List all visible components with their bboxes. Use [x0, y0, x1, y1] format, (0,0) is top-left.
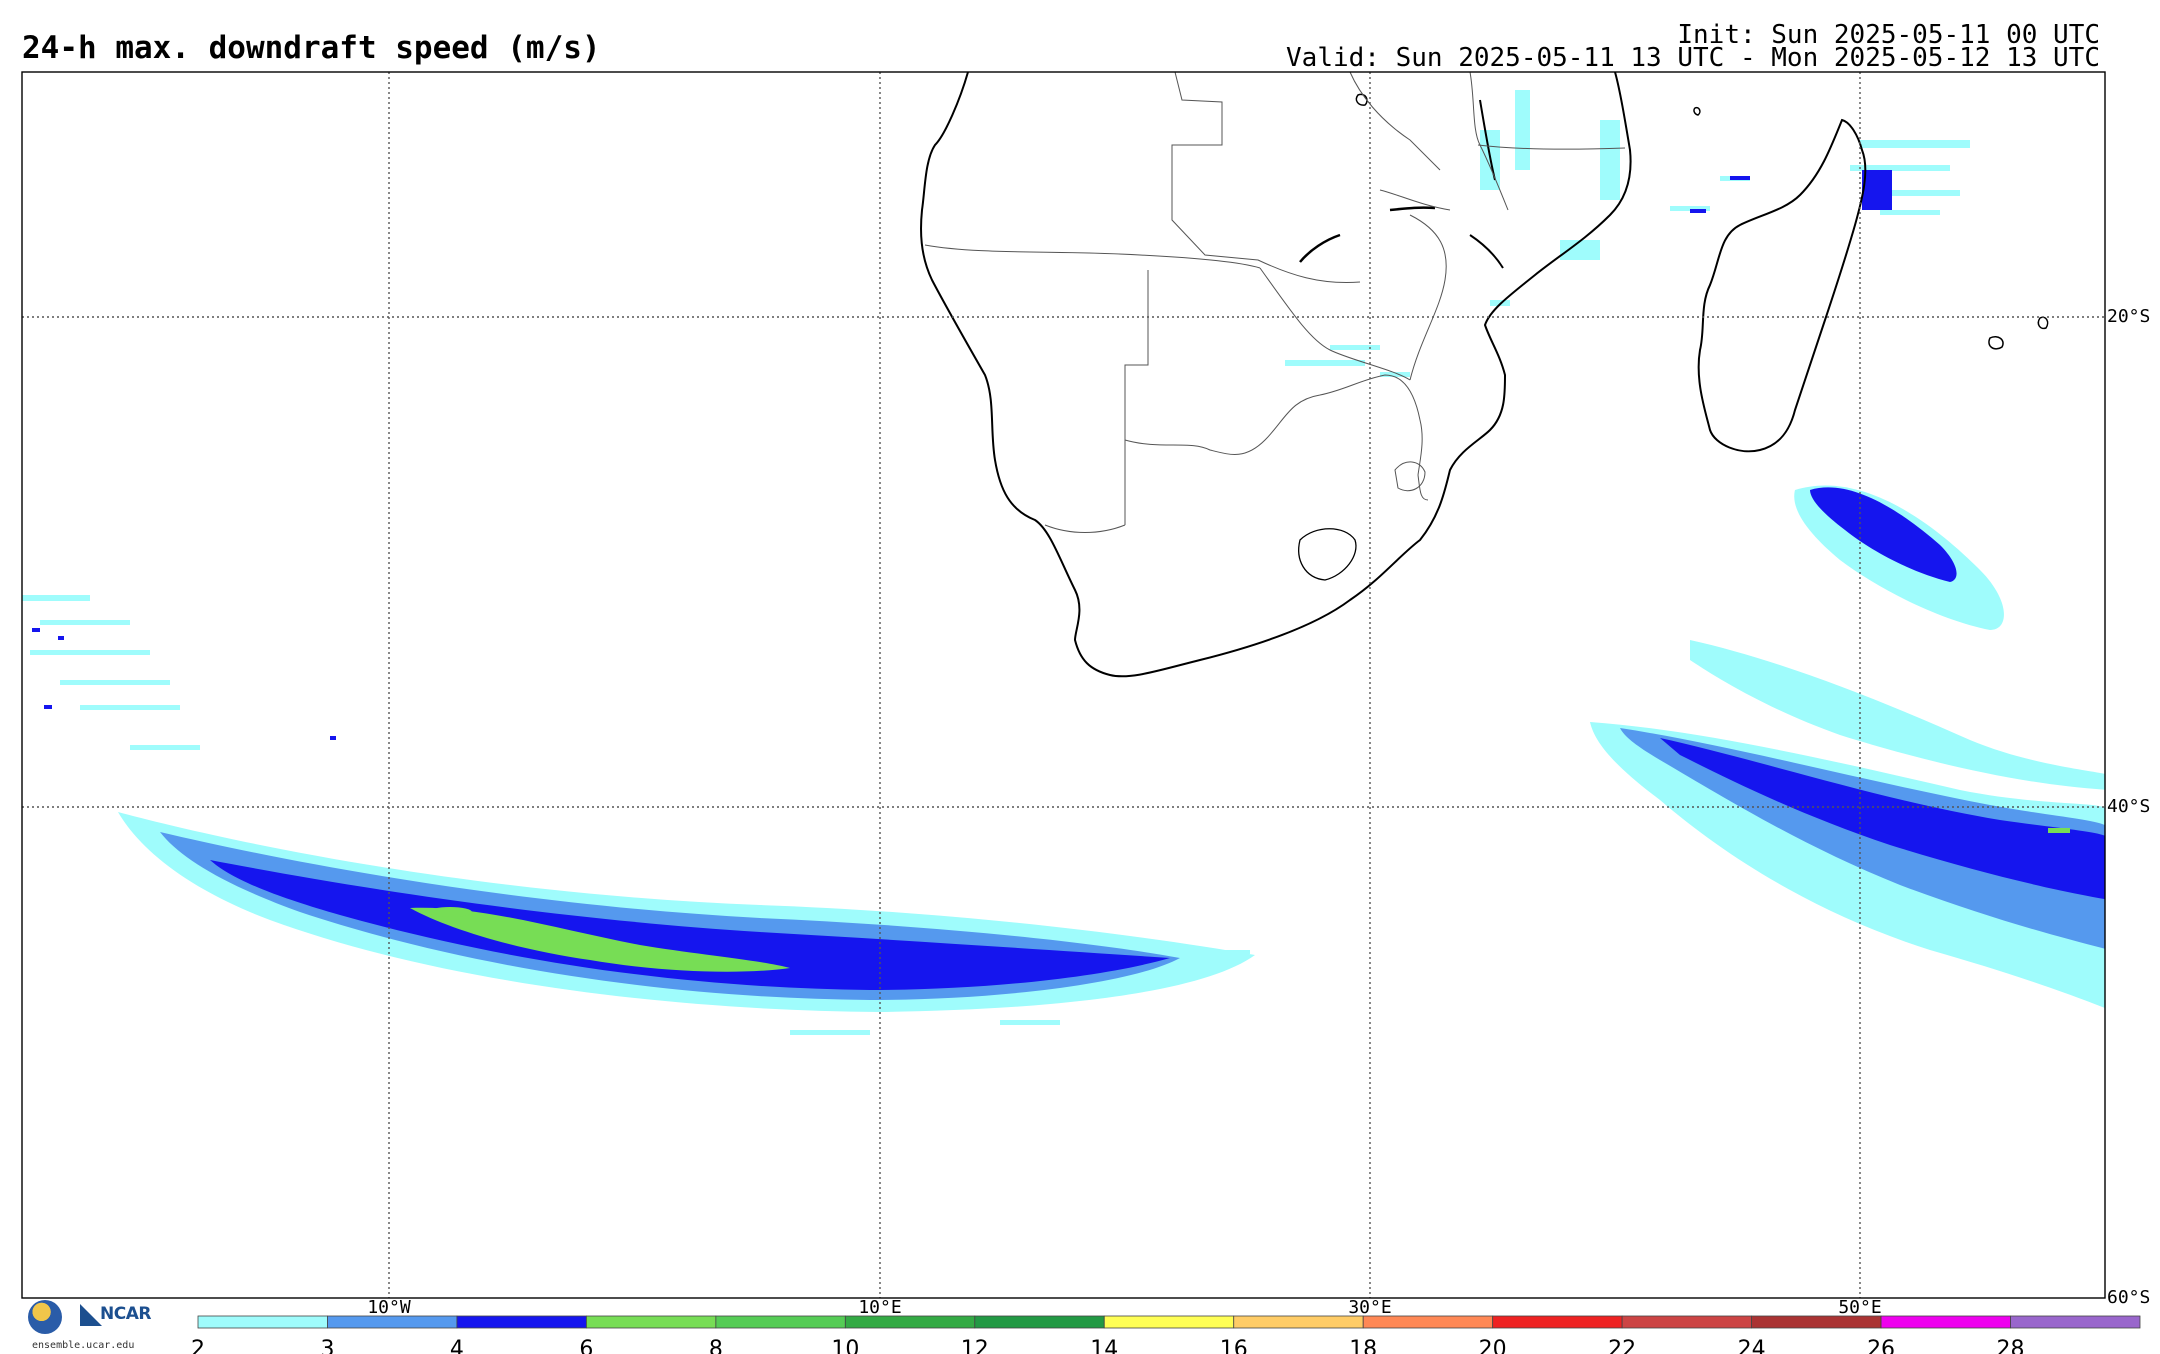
colorbar-tick-label: 12: [961, 1337, 989, 1354]
valid-time: Valid: Sun 2025-05-11 13 UTC - Mon 2025-…: [1286, 43, 2100, 73]
border-eswatini: [1394, 461, 1426, 492]
downdraft-band-6-8: [410, 907, 790, 972]
lesotho-border: [1298, 528, 1357, 581]
border-zambia-mozambique: [1379, 189, 1451, 211]
colorbar-tick-label: 28: [1997, 1337, 2025, 1354]
downdraft-patch-east: [2048, 828, 2070, 833]
downdraft-band-4-6: [210, 860, 1170, 990]
coastline-layer: [920, 71, 2049, 678]
colorbar-tick-label: 4: [450, 1337, 464, 1354]
border-botswana-sa: [1124, 374, 1423, 476]
field-layer: [22, 90, 2105, 1035]
downdraft-streak-east: [1690, 640, 2105, 790]
map-title: 24-h max. downdraft speed (m/s): [22, 30, 601, 66]
colorbar: 2 3 4 6 8 10 12 14 16 18 20 22 24 26 28: [191, 1315, 2141, 1354]
downdraft-speckles-west: [22, 595, 1250, 1035]
parallel-label-20s: 20°S: [2107, 306, 2150, 327]
border-zambia: [1171, 71, 1361, 284]
madagascar-coastline: [1697, 118, 1867, 453]
border-namibia-sa: [1044, 524, 1126, 533]
meridian-label-30e: 30°E: [1348, 1297, 1391, 1318]
colorbar-tick-label: 20: [1479, 1337, 1507, 1354]
ensemble-url: ensemble.ucar.edu: [32, 1340, 135, 1351]
colorbar-swatch: [1233, 1315, 1364, 1329]
borders-layer: [924, 71, 1626, 533]
graticule: [22, 72, 2105, 1298]
colorbar-tick-label: 26: [1867, 1337, 1895, 1354]
colorbar-swatch: [1751, 1315, 1882, 1329]
colorbar-swatch: [1362, 1315, 1494, 1329]
zambezi-delta: [1469, 234, 1504, 269]
colorbar-tick-label: 3: [320, 1337, 334, 1354]
parallel-label-40s: 40°S: [2107, 796, 2150, 817]
meridian-label-10e: 10°E: [858, 1297, 901, 1318]
nsf-logo-icon: [28, 1300, 62, 1334]
colorbar-swatch: [844, 1315, 976, 1329]
downdraft-speckles-madagascar: [1670, 140, 1970, 215]
border-angola-namibia: [924, 244, 1261, 269]
logo-area: NCAR ensemble.ucar.edu: [24, 1296, 164, 1352]
colorbar-swatch: [2010, 1315, 2141, 1329]
ncar-logo-icon: [80, 1304, 102, 1326]
comoros-island: [1693, 106, 1701, 116]
border-mozambique-zimbabwe: [1409, 214, 1447, 381]
colorbar-tick-label: 14: [1090, 1337, 1118, 1354]
downdraft-speckles-interior: [1285, 90, 1620, 377]
reunion-island: [1988, 335, 2004, 350]
africa-coastline: [920, 71, 1632, 678]
border-zambia-tanzania: [1349, 71, 1441, 171]
downdraft-patch: [428, 907, 472, 917]
colorbar-swatch: [1621, 1315, 1752, 1329]
downdraft-speckles-west-strong: [32, 628, 336, 740]
lake-kariba: [1299, 233, 1341, 263]
colorbar-tick-label: 10: [831, 1337, 859, 1354]
parallel-label-60s: 60°S: [2107, 1287, 2150, 1308]
mauritius-island: [2037, 316, 2049, 330]
meridian-label-10w: 10°W: [367, 1297, 411, 1318]
ncar-logo-text: NCAR: [100, 1304, 151, 1324]
colorbar-swatch: [974, 1315, 1105, 1329]
map-frame: [21, 71, 2106, 1299]
colorbar-swatch: [456, 1315, 587, 1329]
colorbar-swatch: [1880, 1315, 2011, 1329]
downdraft-band-east-4-6: [1660, 738, 2105, 900]
colorbar-swatch: [586, 1315, 717, 1329]
colorbar-swatch: [715, 1315, 846, 1329]
lake-victoria-hint: [1355, 93, 1368, 106]
border-namibia-botswana: [1124, 270, 1149, 525]
border-tanzania-mozambique: [1477, 144, 1626, 150]
meridian-label-50e: 50°E: [1838, 1297, 1881, 1318]
downdraft-cell-se-madagascar-strong: [1810, 487, 1957, 582]
downdraft-speckles-madagascar-strong: [1690, 170, 1892, 213]
colorbar-swatch: [327, 1315, 458, 1329]
border-botswana-zimbabwe: [1259, 267, 1411, 381]
colorbar-swatch: [197, 1315, 328, 1329]
colorbar-tick-label: 2: [191, 1337, 205, 1354]
border-mozambique-sa: [1417, 474, 1429, 501]
graticule-labels: 10°W 10°E 30°E 50°E 20°S 40°S 60°S: [367, 306, 2150, 1318]
colorbar-tick-label: 16: [1220, 1337, 1248, 1354]
colorbar-tick-label: 22: [1608, 1337, 1636, 1354]
colorbar-swatch: [1492, 1315, 1623, 1329]
init-time: Init: Sun 2025-05-11 00 UTC: [1677, 20, 2100, 50]
colorbar-swatch: [1103, 1315, 1235, 1329]
colorbar-tick-label: 18: [1349, 1337, 1377, 1354]
colorbar-tick-label: 8: [709, 1337, 723, 1354]
colorbar-tick-label: 6: [579, 1337, 593, 1354]
colorbar-tick-label: 24: [1738, 1337, 1766, 1354]
cahora-bassa: [1389, 206, 1436, 212]
